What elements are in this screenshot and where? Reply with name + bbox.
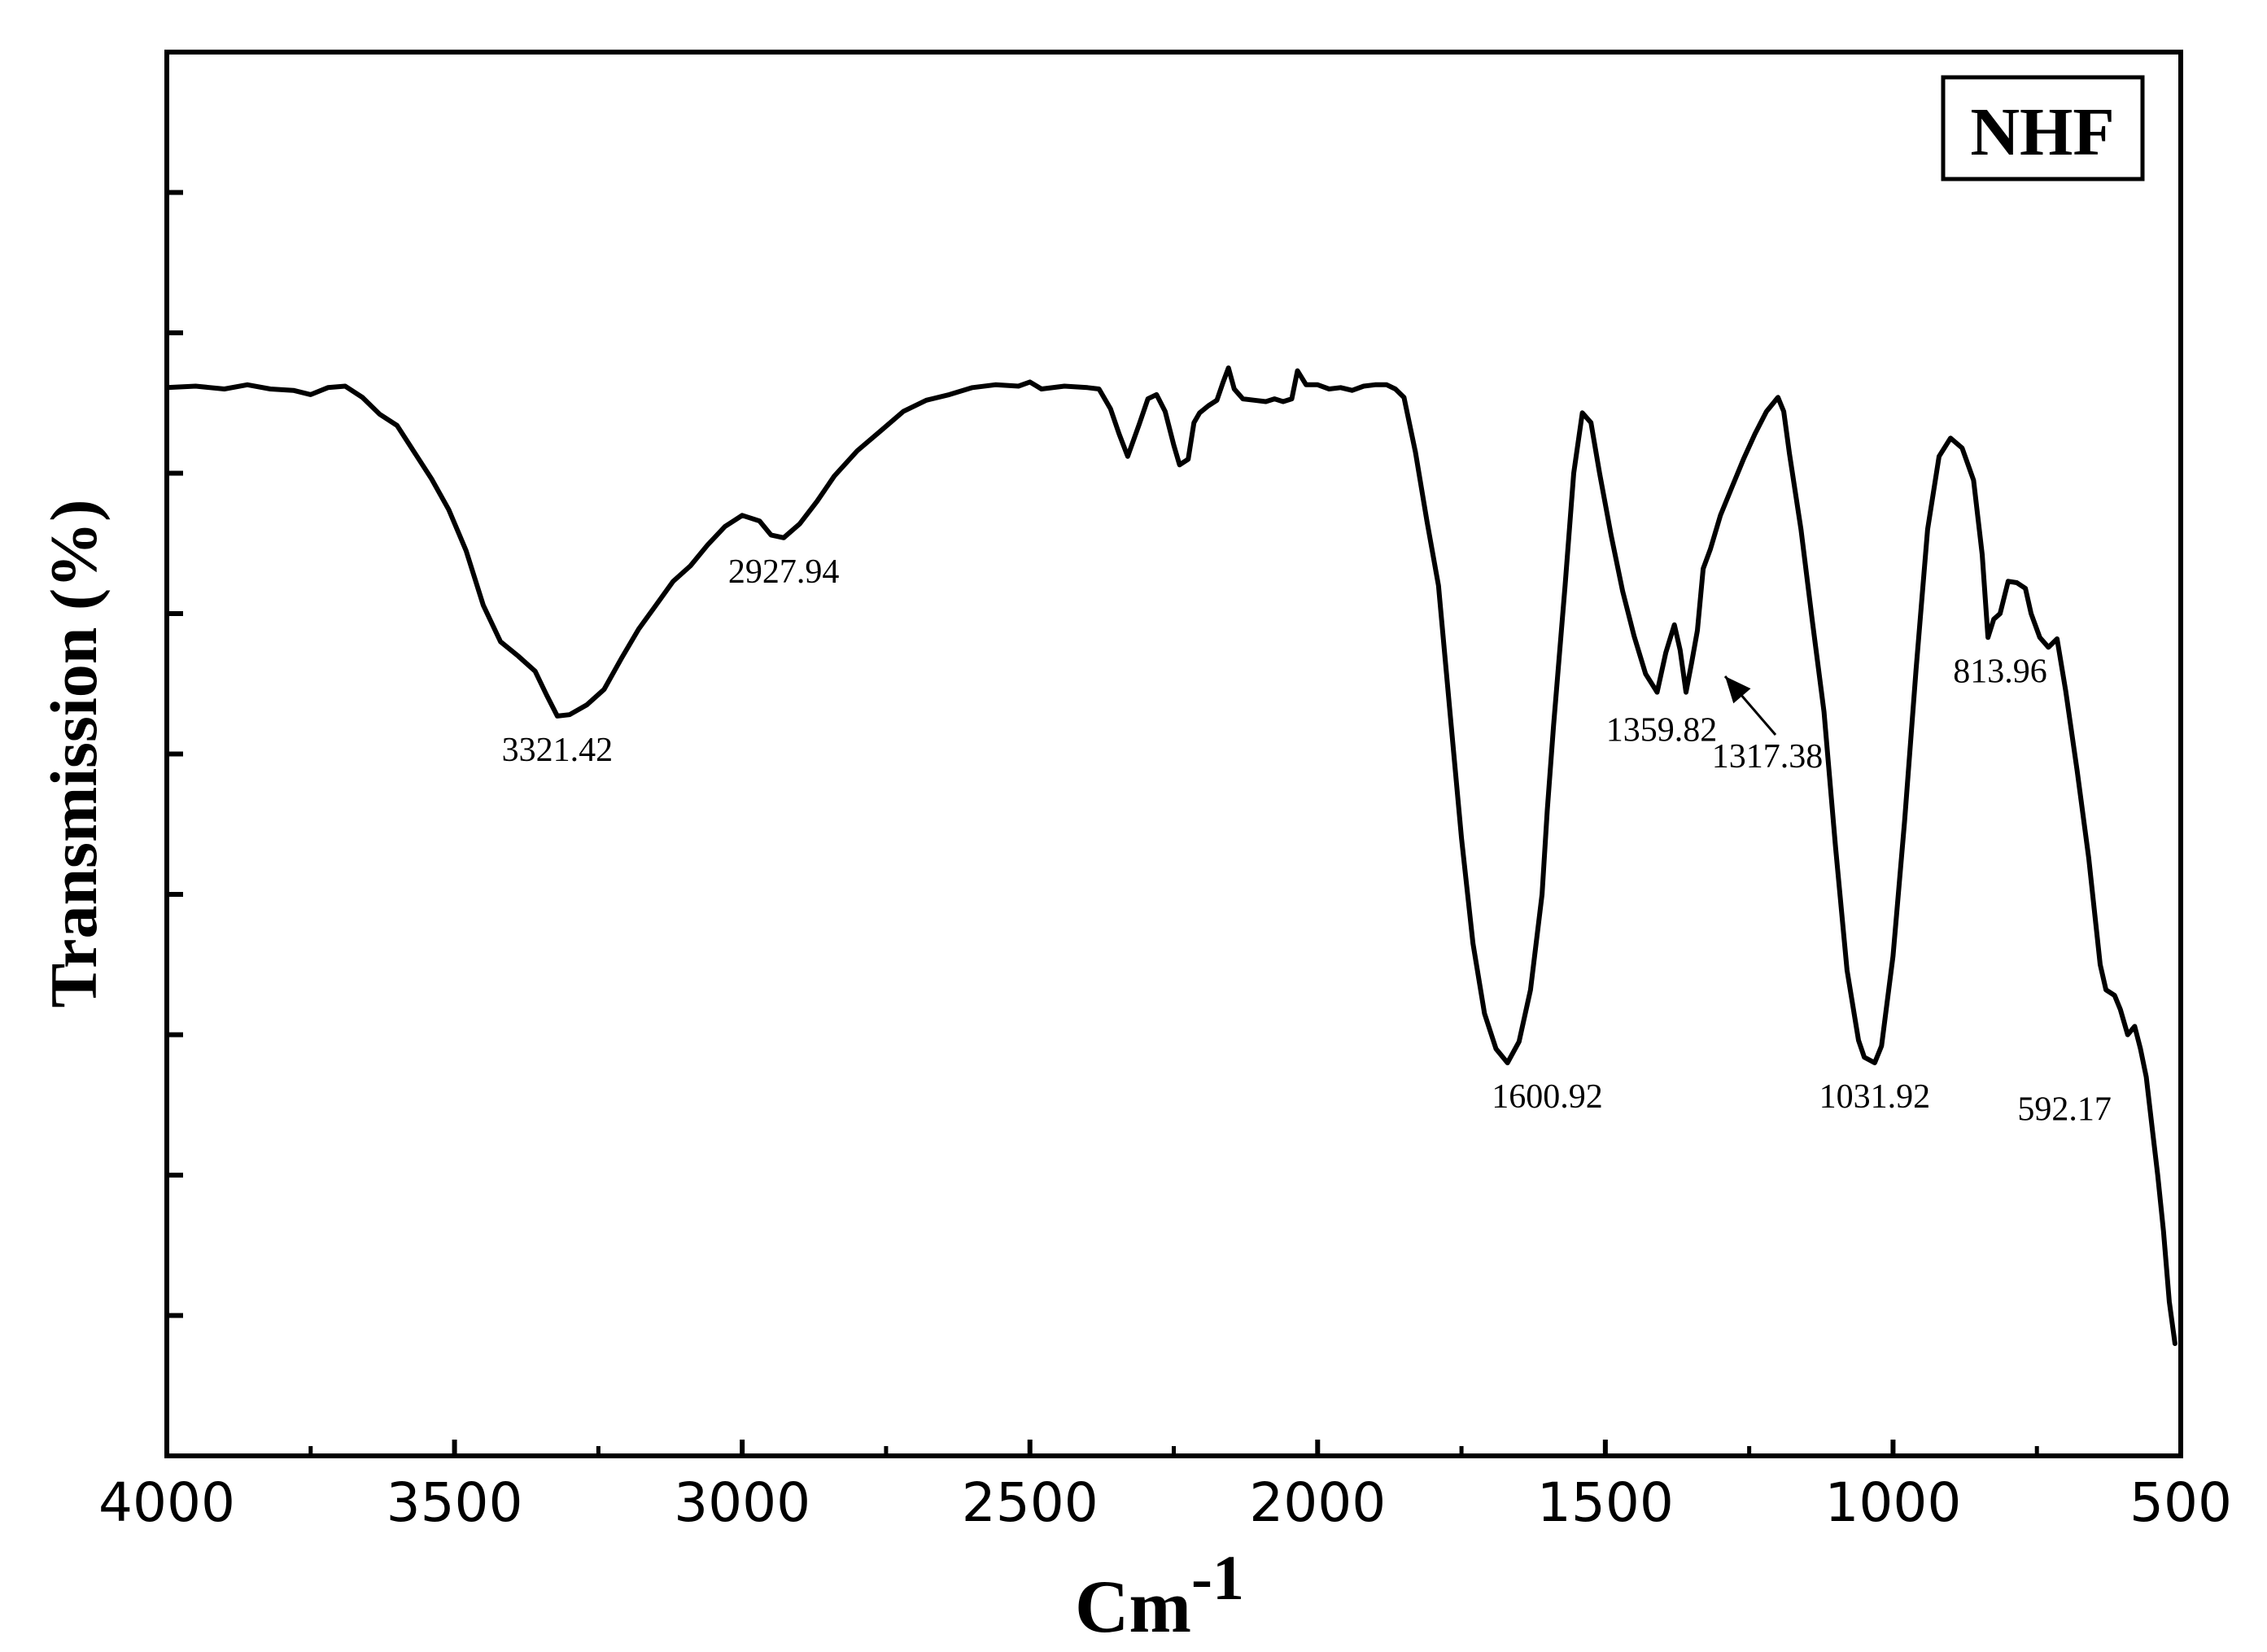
peak-label: 3321.42 bbox=[502, 732, 614, 769]
x-tick-label: 1500 bbox=[1537, 1471, 1674, 1534]
x-tick-label: 500 bbox=[2129, 1471, 2232, 1534]
x-tick-label: 1000 bbox=[1824, 1471, 1961, 1534]
y-axis-title: Transmission (%) bbox=[37, 500, 111, 1008]
legend-box: NHF bbox=[1941, 75, 2145, 181]
peak-label: 2927.94 bbox=[728, 553, 840, 591]
annotation-arrow-head bbox=[1724, 676, 1751, 704]
x-tick-label: 2500 bbox=[962, 1471, 1099, 1534]
x-axis-tick-labels: 4000 3500 3000 2500 2000 1500 1000 500 bbox=[98, 1471, 2232, 1534]
x-axis-ticks bbox=[164, 1440, 2183, 1456]
peak-label: 1359.82 bbox=[1606, 712, 1718, 750]
peak-label: 813.96 bbox=[1953, 653, 2047, 690]
x-tick-label: 3500 bbox=[387, 1471, 523, 1534]
legend-frame bbox=[1941, 75, 2145, 181]
x-axis-title-superscript: -1 bbox=[1191, 1542, 1244, 1613]
peak-label: 1600.92 bbox=[1492, 1078, 1603, 1116]
x-axis-title: Cm-1 bbox=[1075, 1542, 1244, 1648]
x-tick-label: 2000 bbox=[1249, 1471, 1386, 1534]
y-axis-ticks bbox=[167, 190, 183, 1318]
peak-label: 592.17 bbox=[2017, 1091, 2112, 1129]
x-tick-label: 3000 bbox=[674, 1471, 810, 1534]
series-line-nhf bbox=[164, 365, 2177, 1346]
legend-label-nhf: NHF bbox=[1970, 94, 2114, 170]
x-axis-title-base: Cm bbox=[1075, 1565, 1191, 1648]
x-tick-label: 4000 bbox=[98, 1471, 235, 1534]
peak-label: 1031.92 bbox=[1819, 1078, 1931, 1116]
plot-frame bbox=[164, 50, 2183, 1458]
peak-label: 1317.38 bbox=[1712, 738, 1824, 776]
